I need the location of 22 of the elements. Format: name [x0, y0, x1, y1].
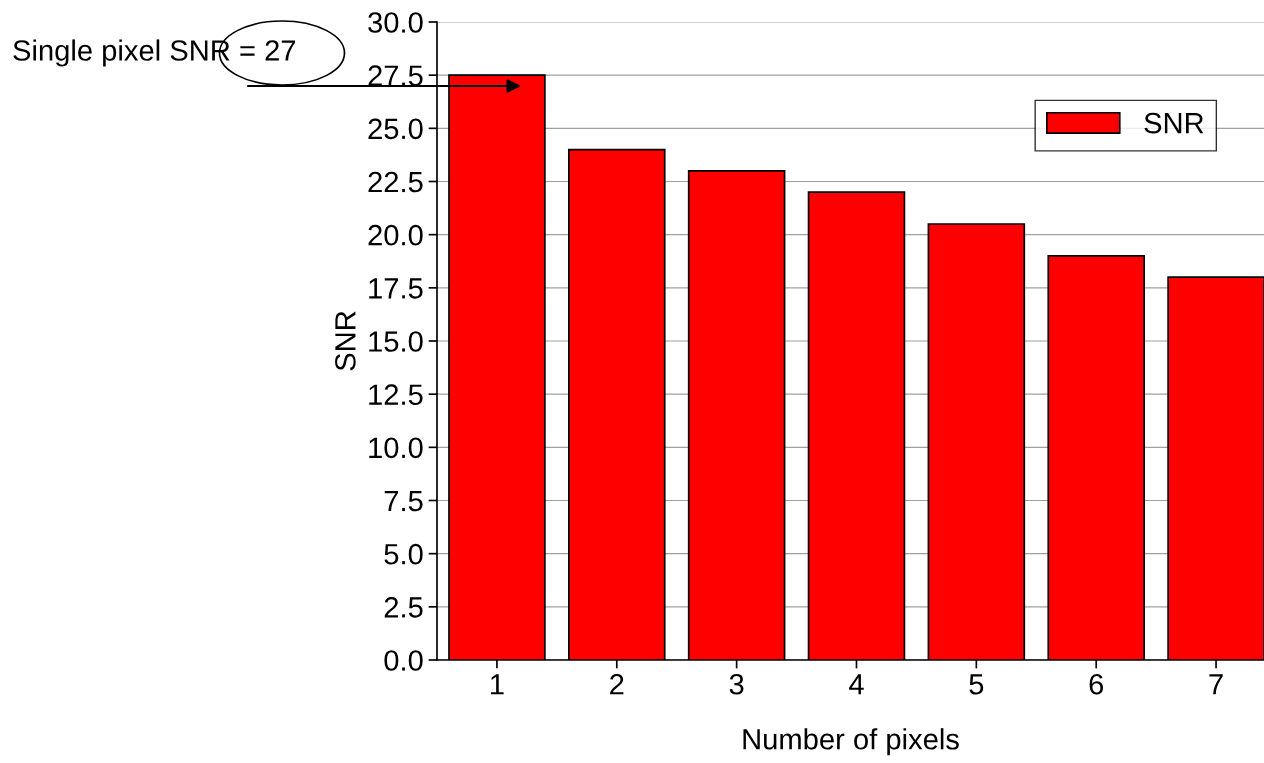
y-tick-label: 30.0: [368, 12, 423, 33]
y-tick-label: 2.5: [384, 597, 423, 618]
y-tick-label: 22.5: [368, 171, 423, 193]
y-tick-label: 5.0: [384, 543, 423, 565]
legend-label: SNR: [1144, 112, 1204, 134]
y-tick-label: 7.5: [384, 491, 423, 512]
y-tick-label: 17.5: [369, 278, 423, 299]
x-tick-label: 6: [1089, 673, 1104, 695]
y-tick-label: 12.5: [369, 384, 423, 406]
y-tick-label: 15.0: [369, 331, 423, 352]
y-axis-title: SNR: [335, 311, 356, 371]
x-tick-label: 5: [969, 674, 984, 695]
x-tick-label: 2: [610, 673, 624, 695]
x-tick-label: 7: [1209, 674, 1223, 695]
y-tick-label: 20.0: [368, 224, 423, 246]
y-tick-label: 10.0: [369, 437, 423, 459]
x-tick-label: 3: [729, 673, 744, 695]
x-tick-label: 1: [491, 674, 504, 695]
x-tick-label: 4: [849, 674, 864, 695]
y-tick-label: 0.0: [384, 650, 423, 671]
y-tick-label: 25.0: [368, 118, 423, 140]
x-axis-title: Number of pixels: [743, 728, 959, 756]
